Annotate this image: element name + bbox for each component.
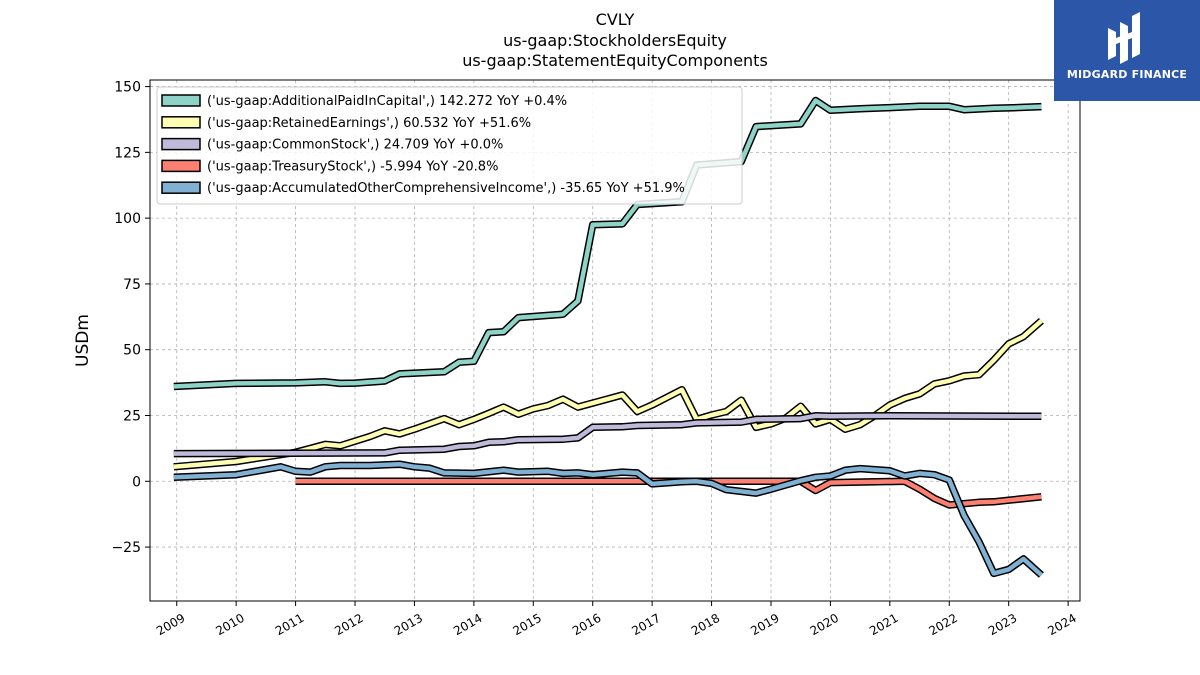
x-tick-label: 2023 (986, 611, 1019, 638)
y-tick-label: 25 (123, 408, 141, 424)
legend-swatch (161, 181, 201, 194)
x-tick-label: 2010 (213, 611, 246, 638)
series-line (173, 461, 1043, 577)
chart-title: CVLY (595, 10, 635, 29)
chart-subtitle-concept: us-gaap:StockholdersEquity (503, 30, 727, 50)
midgard-logo-icon (1108, 12, 1140, 64)
x-tick-label: 2022 (927, 611, 960, 638)
y-tick-label: 125 (114, 145, 141, 161)
legend-box (156, 86, 743, 205)
legend-label: ('us-gaap:AdditionalPaidInCapital',) 142… (207, 94, 567, 109)
y-tick-label: 150 (114, 80, 141, 96)
plot-frame (149, 79, 1081, 602)
x-tick-label: 2020 (808, 611, 841, 638)
x-tick-label: 2013 (392, 611, 425, 638)
x-tick-label: 2024 (1045, 611, 1078, 638)
legend-swatch (161, 94, 201, 107)
series-line (173, 319, 1043, 470)
legend-label: ('us-gaap:RetainedEarnings',) 60.532 YoY… (207, 116, 531, 131)
x-tick-label: 2009 (154, 611, 187, 638)
y-tick-label: −25 (111, 540, 141, 556)
y-tick-label: 100 (114, 211, 141, 227)
x-tick-label: 2018 (689, 611, 722, 638)
legend-label: ('us-gaap:CommonStock',) 24.709 YoY +0.0… (207, 138, 503, 153)
series-line (173, 413, 1042, 456)
brand-logo-text: MIDGARD FINANCE (1066, 68, 1188, 81)
chart-title-block: CVLY us-gaap:StockholdersEquity us-gaap:… (150, 10, 1080, 72)
x-tick-label: 2021 (867, 611, 900, 638)
x-tick-label: 2015 (511, 611, 544, 638)
legend-label: ('us-gaap:TreasuryStock',) -5.994 YoY -2… (207, 159, 498, 174)
series-line (173, 98, 1042, 389)
y-tick-label: 0 (132, 474, 141, 490)
y-tick-label: 50 (123, 343, 141, 359)
legend-swatch (161, 159, 201, 173)
y-tick-label: 75 (123, 277, 141, 293)
x-tick-label: 2019 (748, 611, 781, 638)
legend-swatch (161, 137, 201, 151)
x-tick-label: 2012 (332, 611, 365, 638)
chart-subtitle-group: us-gaap:StatementEquityComponents (462, 51, 768, 70)
y-axis-label: USDm (73, 314, 93, 367)
brand-logo: MIDGARD FINANCE (1054, 0, 1200, 101)
x-tick-label: 2017 (629, 611, 662, 638)
x-tick-label: 2016 (570, 611, 603, 638)
x-tick-label: 2014 (451, 611, 484, 638)
series-line (295, 479, 1042, 508)
series-outline (173, 317, 1044, 471)
legend-label: ('us-gaap:AccumulatedOtherComprehensiveI… (207, 181, 685, 196)
legend-swatch (161, 116, 201, 129)
x-tick-label: 2011 (273, 611, 306, 638)
